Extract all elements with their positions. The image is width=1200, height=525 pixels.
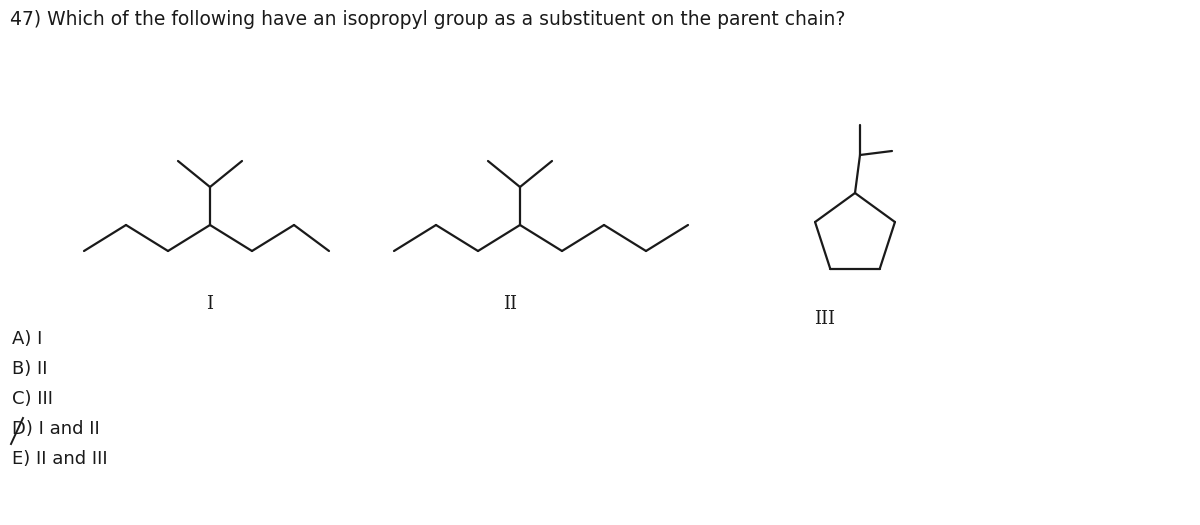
Text: C) III: C) III	[12, 390, 53, 408]
Text: D) I and II: D) I and II	[12, 420, 100, 438]
Text: II: II	[503, 295, 517, 313]
Text: III: III	[815, 310, 835, 328]
Text: I: I	[206, 295, 214, 313]
Text: A) I: A) I	[12, 330, 42, 348]
Text: B) II: B) II	[12, 360, 48, 378]
Text: E) II and III: E) II and III	[12, 450, 108, 468]
Text: 47) Which of the following have an isopropyl group as a substituent on the paren: 47) Which of the following have an isopr…	[10, 10, 845, 29]
